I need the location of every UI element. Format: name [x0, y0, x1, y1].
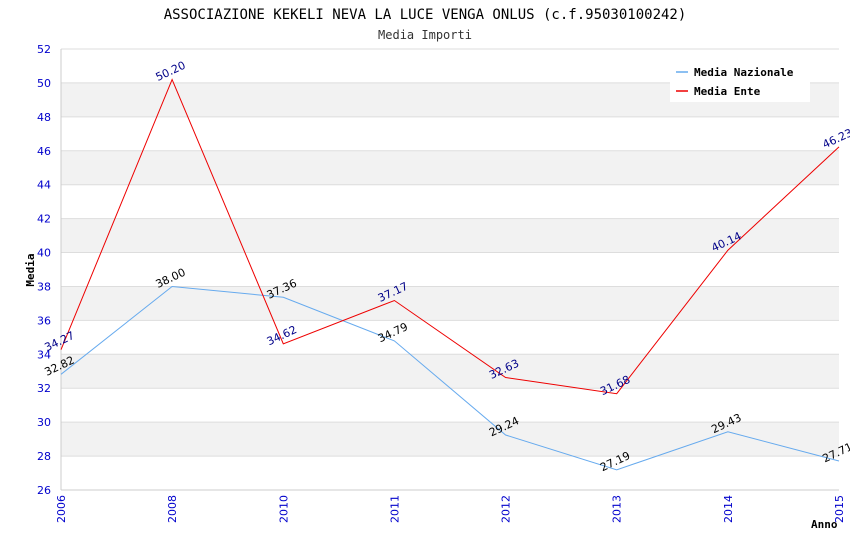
series-line-media-ente [60, 78, 840, 395]
x-tick-label: 2010 [277, 495, 290, 523]
grid-band [61, 218, 839, 253]
y-tick-label: 40 [37, 247, 51, 260]
legend-label: Media Ente [694, 85, 761, 98]
x-tick-label: 2014 [722, 495, 735, 523]
y-tick-label: 32 [37, 382, 51, 395]
y-tick-label: 30 [37, 416, 51, 429]
x-tick-label: 2012 [500, 495, 513, 523]
x-tick-label: 2015 [833, 495, 846, 523]
y-tick-label: 46 [37, 145, 51, 158]
x-axis-title: Anno [811, 518, 838, 531]
y-tick-label: 44 [37, 179, 51, 192]
x-tick-label: 2013 [611, 495, 624, 523]
data-label: 34.27 [42, 329, 76, 354]
grid-band [61, 354, 839, 389]
data-label: 34.79 [376, 320, 410, 345]
series-layer [60, 78, 840, 471]
y-tick-label: 42 [37, 213, 51, 226]
y-tick-label: 38 [37, 280, 51, 293]
x-tick-label: 2006 [55, 495, 68, 523]
legend-box [670, 60, 810, 102]
data-label: 50.20 [154, 59, 188, 84]
y-tick-label: 52 [37, 43, 51, 56]
grid-band [61, 150, 839, 185]
x-tick-labels: 2006 2008 2010 2011 2012 2013 2014 2015 [55, 495, 846, 523]
x-tick-label: 2011 [388, 495, 401, 523]
y-tick-label: 36 [37, 314, 51, 327]
y-tick-label: 48 [37, 111, 51, 124]
y-tick-label: 26 [37, 484, 51, 497]
y-tick-label: 34 [37, 348, 51, 361]
x-tick-label: 2008 [166, 495, 179, 523]
grid-band [61, 286, 839, 321]
data-label: 34.62 [265, 323, 299, 348]
chart-subtitle: Media Importi [378, 28, 472, 42]
y-tick-label: 50 [37, 77, 51, 90]
chart-title: ASSOCIAZIONE KEKELI NEVA LA LUCE VENGA O… [164, 7, 687, 23]
legend-label: Media Nazionale [694, 66, 794, 79]
legend: Media Nazionale Media Ente [670, 60, 810, 102]
data-label: 46.23 [820, 126, 850, 151]
y-tick-labels: 26 28 30 32 34 36 38 40 42 44 46 48 50 52 [37, 43, 51, 497]
y-axis-title: Media [24, 253, 37, 286]
series-line-media-nazionale [60, 285, 840, 471]
grid-band [61, 422, 839, 457]
y-tick-label: 28 [37, 450, 51, 463]
